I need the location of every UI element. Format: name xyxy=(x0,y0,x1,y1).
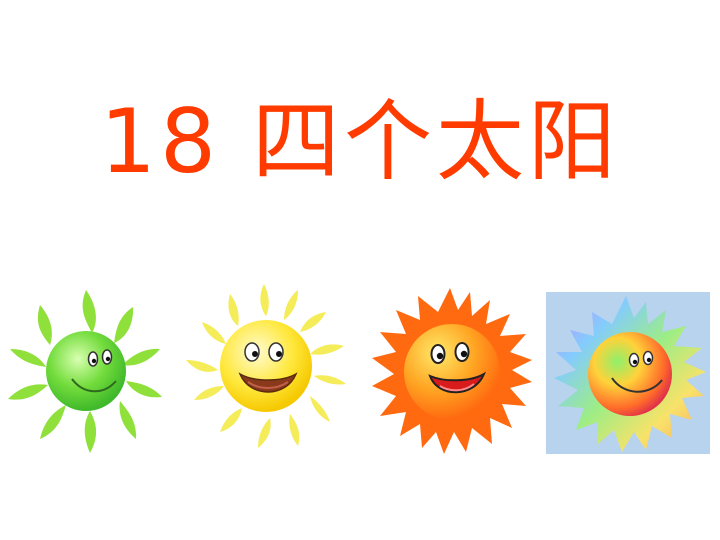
yellow-sun-icon xyxy=(186,284,346,448)
rainbow-sun-panel xyxy=(546,292,710,454)
orange-sun-icon xyxy=(372,288,532,454)
green-sun-icon xyxy=(8,290,162,453)
slide-title: 18 四个太阳 xyxy=(100,90,620,193)
rainbow-sun-icon xyxy=(554,296,706,452)
